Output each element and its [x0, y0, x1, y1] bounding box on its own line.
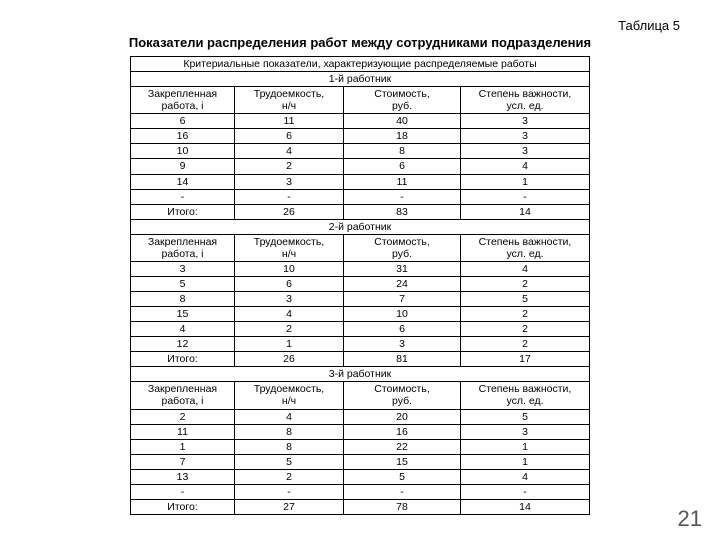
worker2-label: 2-й работник: [131, 219, 590, 234]
col-headers: Закрепленнаяработа, i Трудоемкость,н/ч С…: [131, 234, 590, 261]
worker1-label: 1-й работник: [131, 72, 590, 87]
worker3-label: 3-й работник: [131, 367, 590, 382]
total-row: Итого:268314: [131, 204, 590, 219]
table-row: 18221: [131, 439, 590, 454]
table-row: ----: [131, 189, 590, 204]
caption: Показатели распределения работ между сот…: [38, 35, 682, 50]
table-row: 166183: [131, 129, 590, 144]
table-row: 12132: [131, 337, 590, 352]
table-row: ----: [131, 484, 590, 499]
page-number: 21: [678, 506, 702, 532]
table-row: 611403: [131, 114, 590, 129]
table-row: 4262: [131, 322, 590, 337]
table-row: 24205: [131, 409, 590, 424]
header-top: Критериальные показатели, характеризующи…: [131, 57, 590, 72]
table-row: 8375: [131, 292, 590, 307]
table-row: 75151: [131, 454, 590, 469]
table-row: 154102: [131, 307, 590, 322]
table-row: 9264: [131, 159, 590, 174]
total-row: Итого:268117: [131, 352, 590, 367]
table-row: 10483: [131, 144, 590, 159]
table-label: Таблица 5: [38, 18, 682, 33]
table-row: 310314: [131, 261, 590, 276]
col-headers: Закрепленнаяработа, i Трудоемкость,н/ч С…: [131, 382, 590, 409]
distribution-table: Критериальные показатели, характеризующи…: [130, 56, 590, 515]
total-row: Итого:277814: [131, 499, 590, 514]
table-row: 13254: [131, 469, 590, 484]
col-headers: Закрепленнаяработа, i Трудоемкость,н/ч С…: [131, 87, 590, 114]
table-row: 56242: [131, 276, 590, 291]
table-row: 118163: [131, 424, 590, 439]
table-row: 143111: [131, 174, 590, 189]
header-top-row: Критериальные показатели, характеризующи…: [131, 57, 590, 72]
